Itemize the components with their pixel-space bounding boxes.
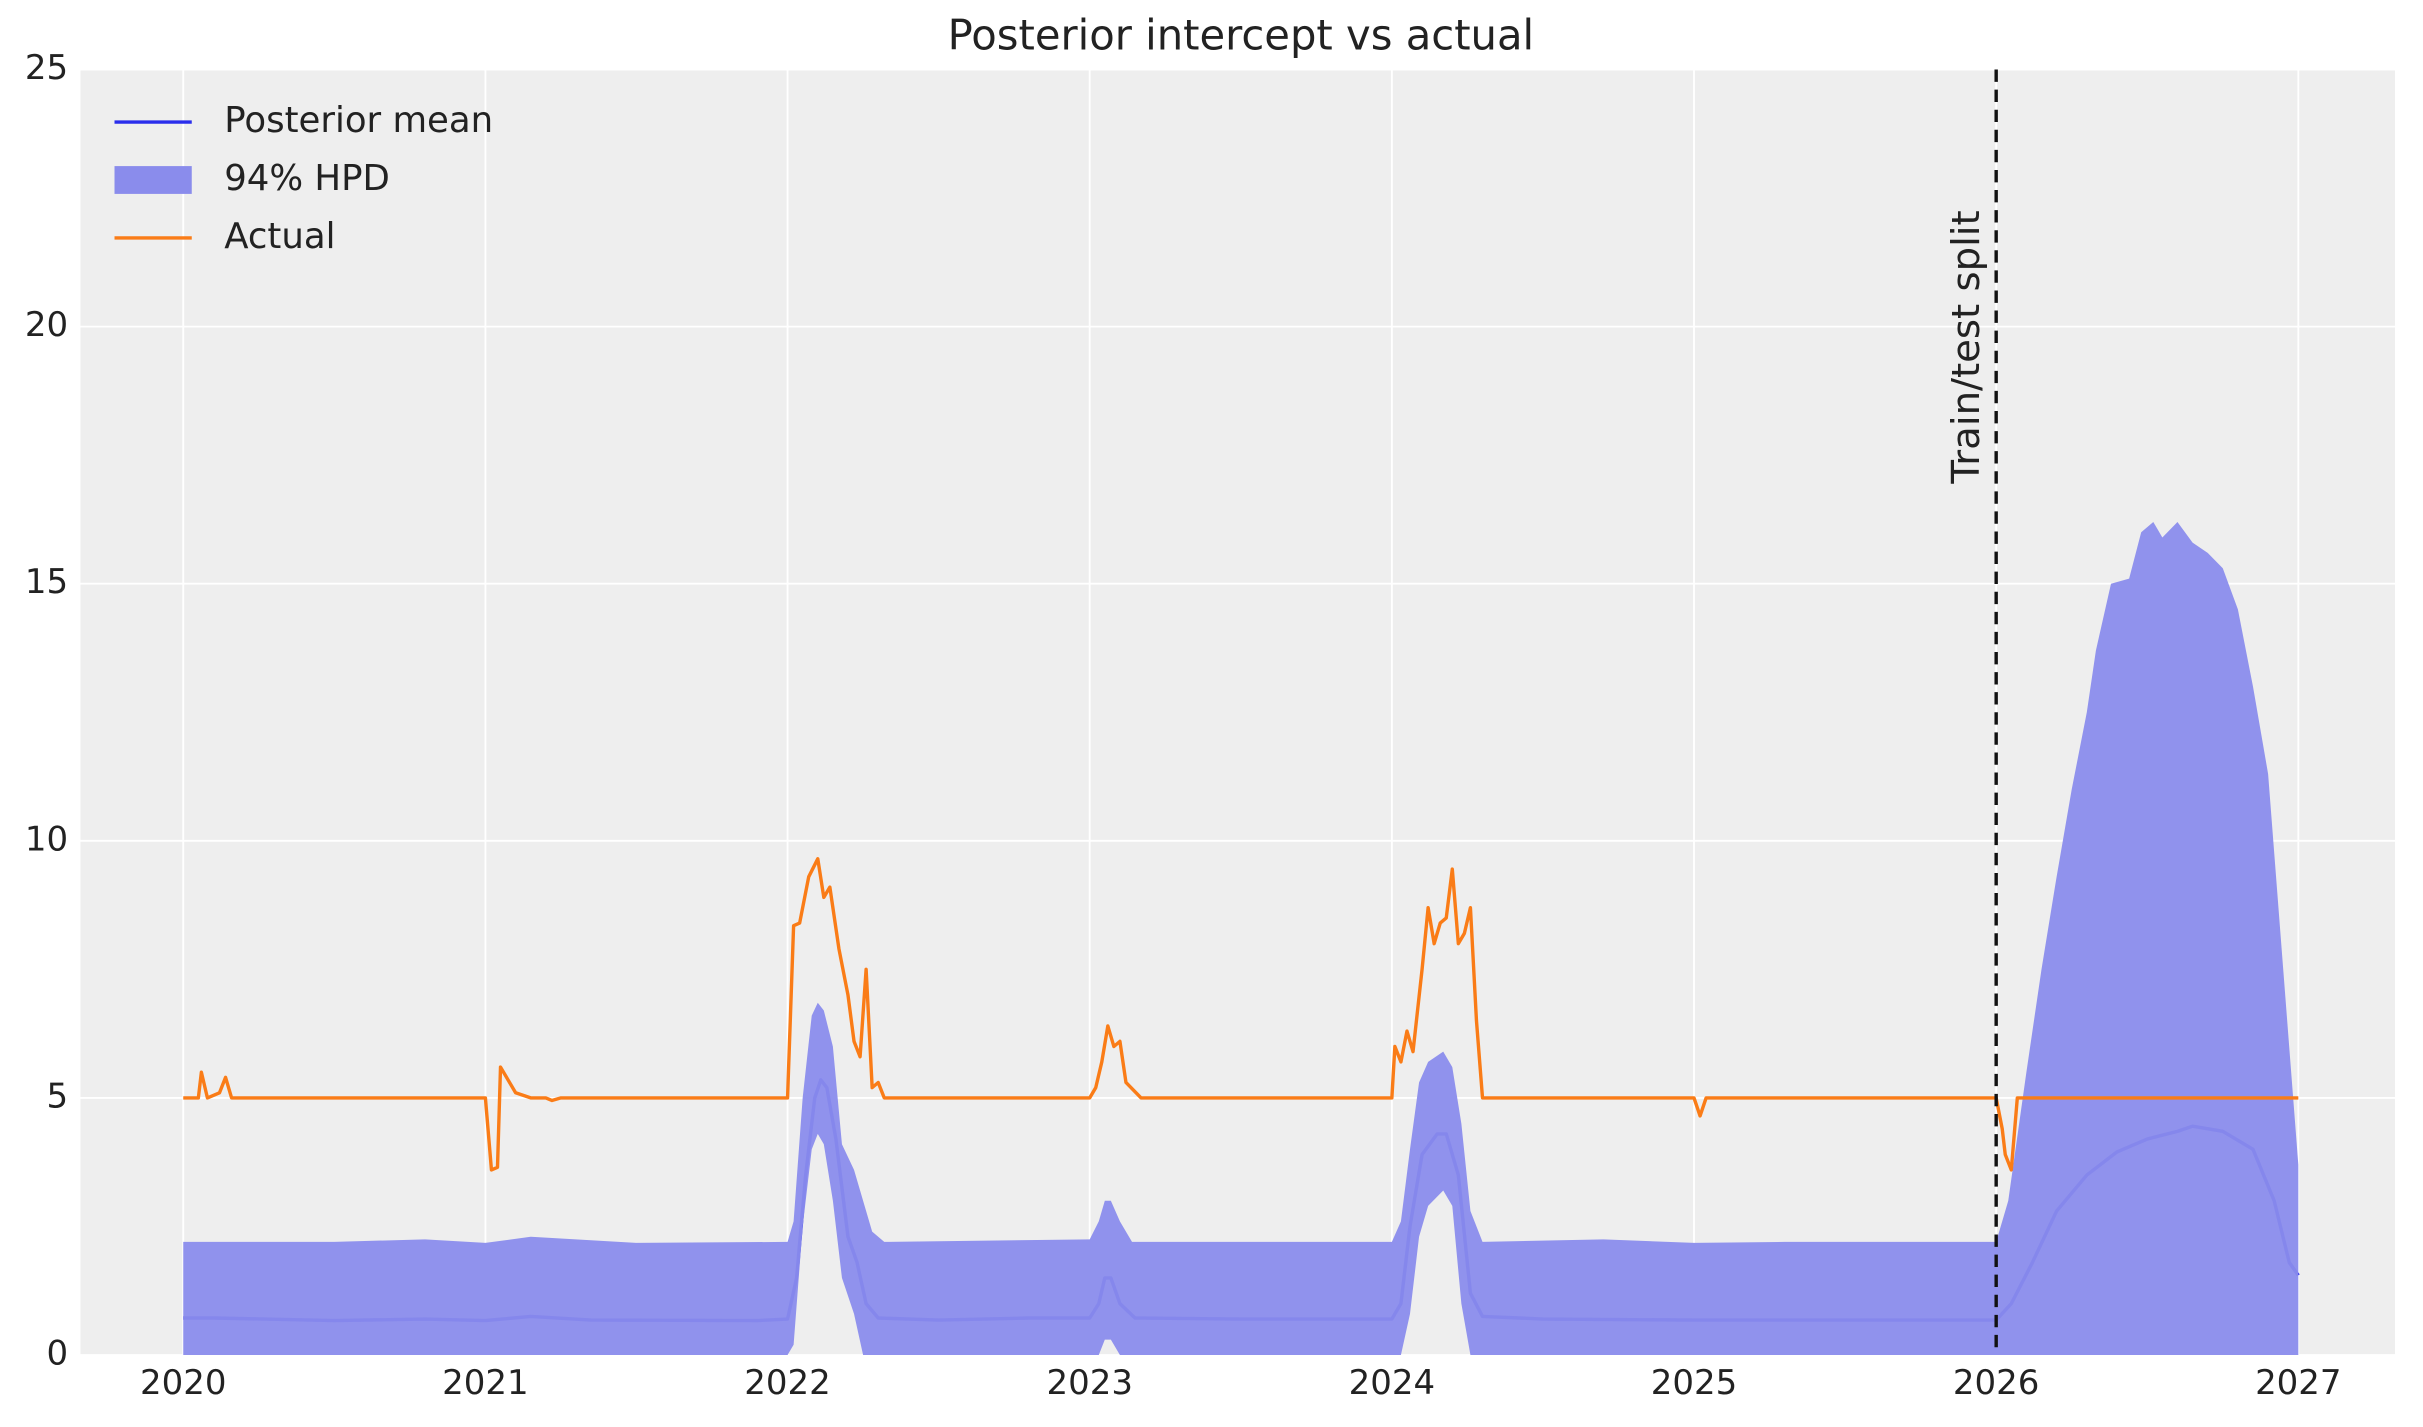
y-tick-label: 20 [25, 305, 68, 345]
hpd-band [183, 522, 2299, 1356]
y-tick-label: 10 [25, 819, 68, 859]
line [183, 857, 2299, 1172]
x-tick-label: 2020 [140, 1363, 227, 1403]
plot-area [80, 69, 2396, 1356]
x-tick-label: 2021 [442, 1363, 529, 1403]
legend-label: Actual [224, 216, 335, 257]
x-tick-label: 2025 [1651, 1363, 1738, 1403]
y-tick-label: 5 [47, 1076, 69, 1116]
legend-label: Posterior mean [224, 100, 493, 141]
y-tick-label: 25 [25, 48, 68, 88]
x-tick-label: 2026 [1953, 1363, 2040, 1403]
x-tick-label: 2023 [1046, 1363, 1133, 1403]
y-tick-label: 15 [25, 562, 68, 602]
split-label: Train/test split [1944, 210, 1989, 484]
legend-swatch [114, 166, 192, 194]
x-tick-label: 2022 [744, 1363, 831, 1403]
chart-title: Posterior intercept vs actual [948, 11, 1535, 60]
x-tick-label: 2024 [1349, 1363, 1436, 1403]
x-tick-label: 2027 [2255, 1363, 2341, 1403]
legend-label: 94% HPD [224, 158, 390, 199]
y-tick-label: 0 [47, 1334, 69, 1374]
